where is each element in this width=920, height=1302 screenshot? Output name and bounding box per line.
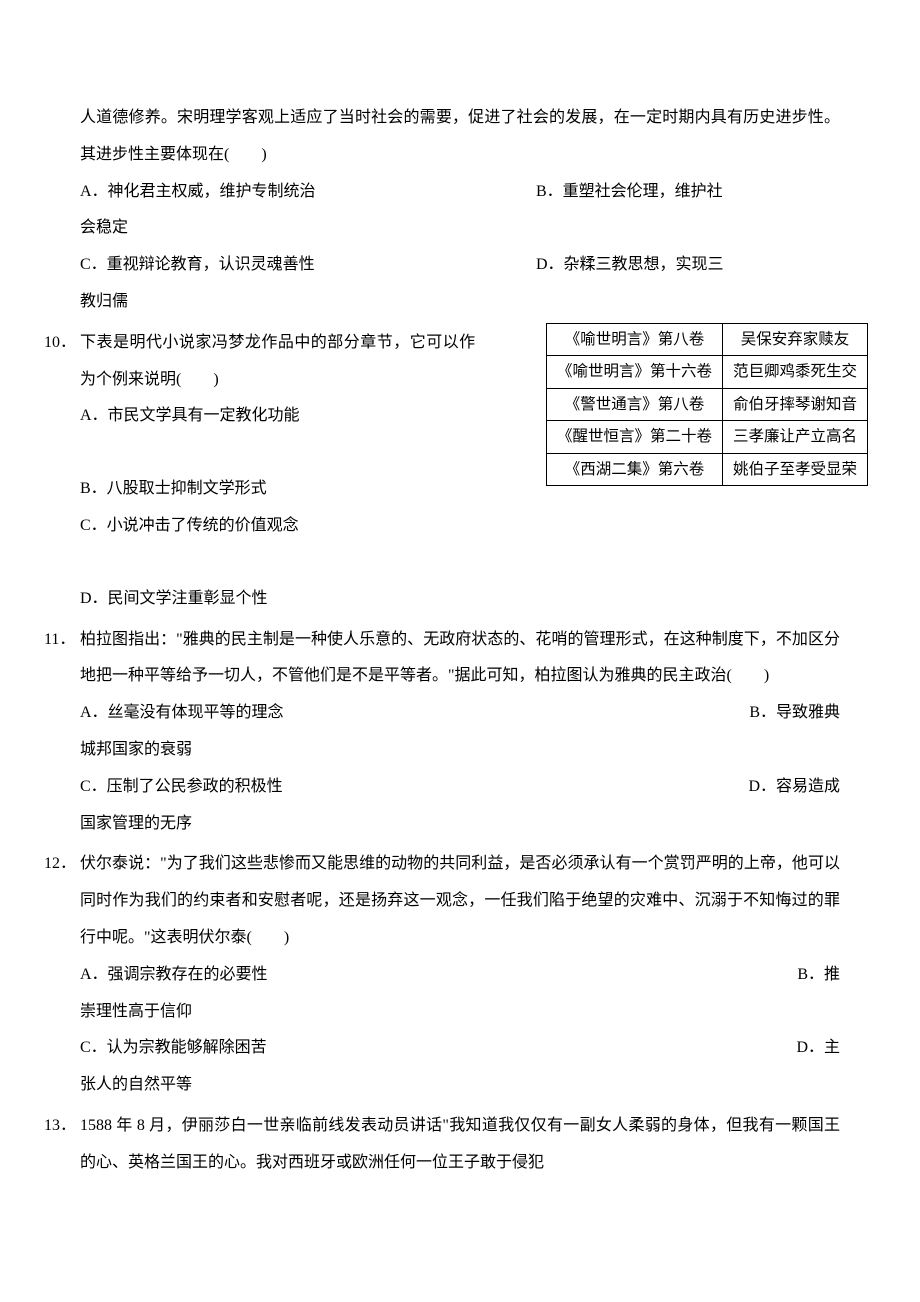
q12-option-d-cont: 张人的自然平等 bbox=[80, 1067, 840, 1104]
table-cell: 范巨卿鸡黍死生交 bbox=[722, 356, 867, 389]
q10-stem: 下表是明代小说家冯梦龙作品中的部分章节，它可以作为个例来说明( ) bbox=[80, 325, 475, 399]
table-cell: 《西湖二集》第六卷 bbox=[546, 453, 722, 486]
q12-options-row-2: C．认为宗教能够解除困苦 D．主 bbox=[80, 1030, 840, 1067]
table-row: 《喻世明言》第十六卷 范巨卿鸡黍死生交 bbox=[546, 356, 867, 389]
q12-option-a: A．强调宗教存在的必要性 bbox=[80, 957, 268, 994]
q10-left-column: 下表是明代小说家冯梦龙作品中的部分章节，它可以作为个例来说明( ) A．市民文学… bbox=[80, 325, 475, 545]
q12-stem: 伏尔泰说："为了我们这些悲惨而又能思维的动物的共同利益，是否必须承认有一个赏罚严… bbox=[80, 846, 840, 956]
q9-options-row-2: C．重视辩论教育，认识灵魂善性 D．杂糅三教思想，实现三 bbox=[80, 247, 840, 284]
question-11: 11． 柏拉图指出："雅典的民主制是一种使人乐意的、无政府状态的、花哨的管理形式… bbox=[80, 622, 840, 843]
table-cell: 吴保安弃家赎友 bbox=[722, 323, 867, 356]
q12-option-b-cont: 崇理性高于信仰 bbox=[80, 994, 840, 1031]
q10-table: 《喻世明言》第八卷 吴保安弃家赎友 《喻世明言》第十六卷 范巨卿鸡黍死生交 《警… bbox=[546, 323, 868, 487]
q11-options-row-2: C．压制了公民参政的积极性 D．容易造成 bbox=[80, 769, 840, 806]
question-9-continuation: 人道德修养。宋明理学客观上适应了当时社会的需要，促进了社会的发展，在一定时期内具… bbox=[80, 100, 840, 321]
q12-number: 12． bbox=[44, 846, 76, 883]
table-cell: 俞伯牙摔琴谢知音 bbox=[722, 388, 867, 421]
table-cell: 《警世通言》第八卷 bbox=[546, 388, 722, 421]
q10-option-d: D．民间文学注重彰显个性 bbox=[80, 581, 840, 618]
q11-option-b-cont: 城邦国家的衰弱 bbox=[80, 732, 840, 769]
q9-options-row-1: A．神化君主权威，维护专制统治 B．重塑社会伦理，维护社 bbox=[80, 174, 840, 211]
table-row: 《醒世恒言》第二十卷 三孝廉让产立高名 bbox=[546, 421, 867, 454]
q9-option-b-cont: 会稳定 bbox=[80, 210, 840, 247]
table-row: 《警世通言》第八卷 俞伯牙摔琴谢知音 bbox=[546, 388, 867, 421]
q12-option-d: D．主 bbox=[796, 1030, 840, 1067]
q12-options-row-1: A．强调宗教存在的必要性 B．推 bbox=[80, 957, 840, 994]
q11-option-d: D．容易造成 bbox=[748, 769, 840, 806]
table-cell: 《喻世明言》第十六卷 bbox=[546, 356, 722, 389]
q11-stem: 柏拉图指出："雅典的民主制是一种使人乐意的、无政府状态的、花哨的管理形式，在这种… bbox=[80, 622, 840, 696]
q11-option-c: C．压制了公民参政的积极性 bbox=[80, 769, 283, 806]
table-cell: 姚伯子至孝受显荣 bbox=[722, 453, 867, 486]
q9-option-b: B．重塑社会伦理，维护社 bbox=[536, 174, 840, 211]
q9-option-d: D．杂糅三教思想，实现三 bbox=[536, 247, 840, 284]
q10-option-b: B．八股取士抑制文学形式 bbox=[80, 471, 475, 508]
q10-option-a: A．市民文学具有一定教化功能 bbox=[80, 398, 475, 435]
q11-option-d-cont: 国家管理的无序 bbox=[80, 806, 840, 843]
table-row: 《西湖二集》第六卷 姚伯子至孝受显荣 bbox=[546, 453, 867, 486]
question-10: 10． 《喻世明言》第八卷 吴保安弃家赎友 《喻世明言》第十六卷 范巨卿鸡黍死生… bbox=[80, 325, 840, 618]
q9-stem-continuation: 人道德修养。宋明理学客观上适应了当时社会的需要，促进了社会的发展，在一定时期内具… bbox=[80, 100, 840, 174]
q9-option-a: A．神化君主权威，维护专制统治 bbox=[80, 174, 521, 211]
q12-option-c: C．认为宗教能够解除困苦 bbox=[80, 1030, 267, 1067]
q12-option-b: B．推 bbox=[797, 957, 840, 994]
q9-option-d-cont: 教归儒 bbox=[80, 284, 840, 321]
table-row: 《喻世明言》第八卷 吴保安弃家赎友 bbox=[546, 323, 867, 356]
table-cell: 三孝廉让产立高名 bbox=[722, 421, 867, 454]
q10-option-c: C．小说冲击了传统的价值观念 bbox=[80, 508, 475, 545]
q11-option-a: A．丝毫没有体现平等的理念 bbox=[80, 695, 284, 732]
table-cell: 《喻世明言》第八卷 bbox=[546, 323, 722, 356]
q10-number: 10． bbox=[44, 325, 76, 362]
q11-option-b: B．导致雅典 bbox=[749, 695, 840, 732]
q11-options-row-1: A．丝毫没有体现平等的理念 B．导致雅典 bbox=[80, 695, 840, 732]
q13-stem: 1588 年 8 月，伊丽莎白一世亲临前线发表动员讲话"我知道我仅仅有一副女人柔… bbox=[80, 1108, 840, 1182]
question-13: 13． 1588 年 8 月，伊丽莎白一世亲临前线发表动员讲话"我知道我仅仅有一… bbox=[80, 1108, 840, 1182]
question-12: 12． 伏尔泰说："为了我们这些悲惨而又能思维的动物的共同利益，是否必须承认有一… bbox=[80, 846, 840, 1104]
spacer bbox=[80, 545, 840, 581]
q11-number: 11． bbox=[44, 622, 75, 659]
spacer bbox=[80, 435, 475, 471]
q9-option-c: C．重视辩论教育，认识灵魂善性 bbox=[80, 247, 521, 284]
q13-number: 13． bbox=[44, 1108, 76, 1145]
table-cell: 《醒世恒言》第二十卷 bbox=[546, 421, 722, 454]
